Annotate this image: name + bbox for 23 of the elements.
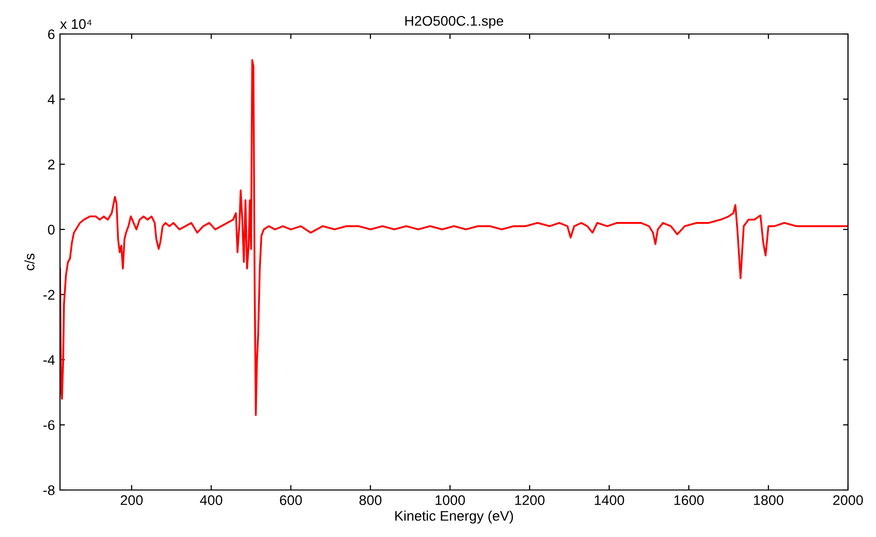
x-axis-title: Kinetic Energy (eV) — [395, 510, 513, 524]
y-tick-label: -2 — [43, 290, 54, 300]
x-tick-label: 2000 — [833, 495, 863, 506]
x-tick-label: 1800 — [754, 495, 784, 506]
x-tick-label: 1200 — [515, 495, 545, 506]
y-tick-label: -4 — [43, 355, 55, 365]
y-tick-label: 4 — [48, 94, 55, 104]
line-series — [60, 59, 848, 416]
text: x 10⁴ — [60, 19, 92, 29]
chart-title: H2O500C.1.spe — [405, 16, 504, 29]
x-tick-label: 200 — [120, 495, 143, 506]
y-tick-label: -8 — [43, 485, 55, 496]
y-tick-label: 0 — [48, 224, 55, 235]
x-tick-label: 1600 — [674, 495, 704, 506]
x-tick-label: 800 — [359, 495, 382, 506]
x-tick-label: 1400 — [594, 495, 624, 506]
y-tick-label: 6 — [48, 29, 55, 40]
y-tick-label: 2 — [48, 160, 54, 170]
x-tick-label: 1000 — [436, 495, 465, 506]
x-tick-label: 600 — [280, 495, 302, 506]
y-axis-title: c/s — [24, 254, 34, 270]
x-tick-label: 400 — [200, 495, 222, 506]
y-tick-label: -6 — [43, 420, 55, 430]
